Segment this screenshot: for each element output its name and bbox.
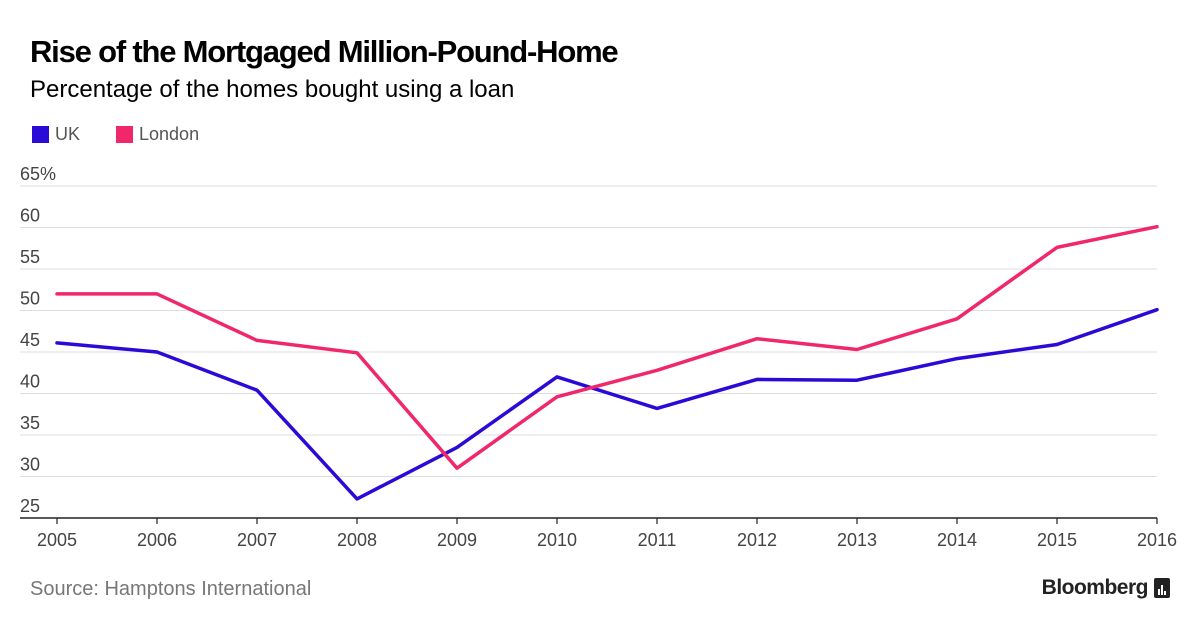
legend: UK London [32,124,199,145]
y-tick-label: 55 [20,247,40,267]
y-tick-label: 40 [20,372,40,392]
y-tick-label: 45 [20,330,40,350]
source-note: Source: Hamptons International [30,578,312,600]
bloomberg-chart-icon [1154,578,1170,598]
legend-swatch-london [116,126,134,143]
x-tick-label: 2010 [537,530,577,550]
x-tick-label: 2016 [1137,530,1177,550]
legend-label-london: London [139,124,200,144]
y-tick-label: 25 [20,496,40,516]
series-line-uk [55,307,1159,501]
bloomberg-logo: Bloomberg [1042,576,1170,600]
x-tick-label: 2006 [137,530,177,550]
legend-label-uk: UK [55,124,81,144]
x-tick-label: 2015 [1037,530,1077,550]
chart-subtitle: Percentage of the homes bought using a l… [30,76,515,103]
x-tick-label: 2012 [737,530,777,550]
y-tick-label: 30 [20,455,40,475]
x-tick-label: 2009 [437,530,477,550]
chart-title: Rise of the Mortgaged Million-Pound-Home [30,34,619,69]
legend-swatch-uk [32,126,49,143]
y-tick-label: 35 [20,413,40,433]
y-tick-label: 50 [20,289,40,309]
x-tick-label: 2014 [937,530,977,550]
x-tick-label: 2011 [638,530,677,550]
brand-name: Bloomberg [1041,576,1149,599]
x-tick-label: 2008 [337,530,377,550]
series-lines [55,224,1159,501]
x-tick-label: 2007 [237,530,277,550]
y-tick-label: 65% [20,164,56,184]
y-axis-tick-labels: 25 30 35 40 45 50 55 60 65% [20,164,56,516]
x-tick-label: 2005 [37,530,77,550]
x-axis-tick-labels: 2005 2006 2007 2008 2009 2010 2011 2012 2013 2014… [37,518,1177,550]
legend-item-london: London [116,124,199,145]
x-tick-label: 2013 [837,530,877,550]
legend-item-uk: UK [32,124,80,145]
series-line-london [55,224,1159,470]
y-tick-label: 60 [20,206,40,226]
gridlines [20,185,1157,519]
